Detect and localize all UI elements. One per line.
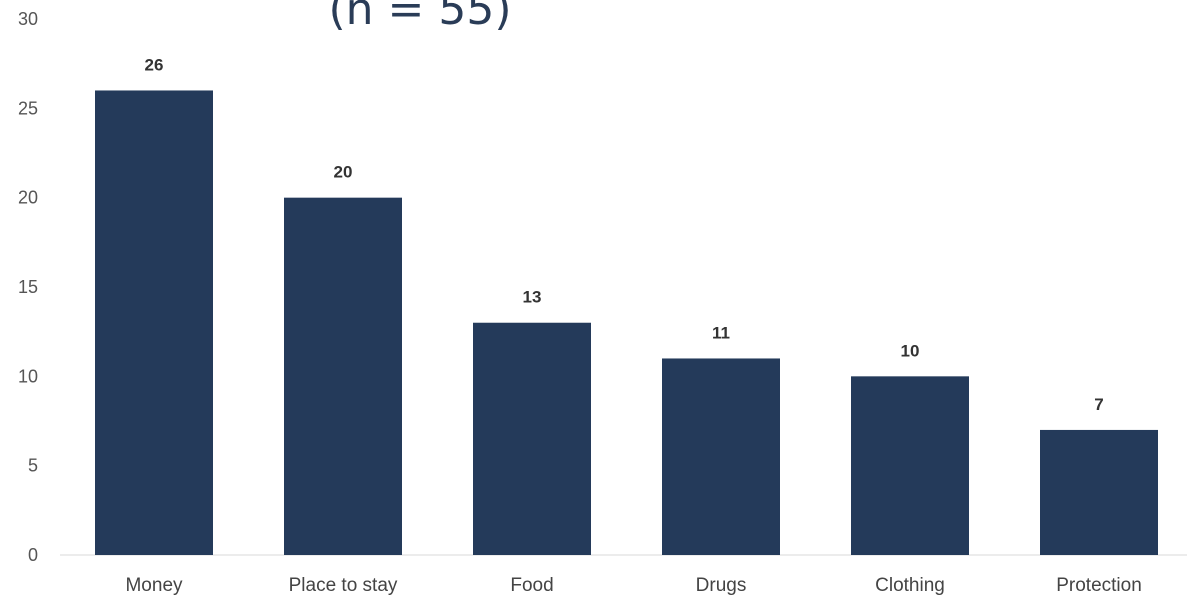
data-label: 10 xyxy=(901,341,920,360)
bar xyxy=(1040,429,1158,555)
category-label: Place to stay xyxy=(289,575,398,595)
y-tick-label: 25 xyxy=(18,98,38,118)
bar xyxy=(473,322,591,555)
y-tick-label: 0 xyxy=(28,545,38,565)
category-label: Clothing xyxy=(875,575,945,595)
data-label: 7 xyxy=(1094,395,1103,414)
category-label: Drugs xyxy=(696,575,747,595)
y-tick-label: 30 xyxy=(18,9,38,29)
bars-group xyxy=(95,90,1158,555)
data-label: 20 xyxy=(334,163,353,182)
category-label: Money xyxy=(125,575,183,595)
data-label: 26 xyxy=(145,55,164,74)
y-tick-label: 20 xyxy=(18,188,38,208)
bar xyxy=(662,358,780,555)
category-label: Food xyxy=(510,575,553,595)
bar xyxy=(284,197,402,555)
category-labels-group: Money Place to stay Food Drugs Clothing Prote… xyxy=(125,575,1141,595)
bar xyxy=(95,90,213,555)
y-tick-label: 10 xyxy=(18,366,38,386)
bar xyxy=(851,376,969,555)
data-label: 11 xyxy=(712,323,730,342)
y-axis: 0 5 10 15 20 25 30 xyxy=(18,9,38,565)
y-tick-label: 15 xyxy=(18,277,38,297)
data-label: 13 xyxy=(523,288,542,307)
category-label: Protection xyxy=(1056,575,1142,595)
data-labels-group: 26 20 13 11 10 7 xyxy=(145,55,1104,413)
y-tick-label: 5 xyxy=(28,456,38,476)
chart-title: (n = 55) xyxy=(328,0,511,35)
